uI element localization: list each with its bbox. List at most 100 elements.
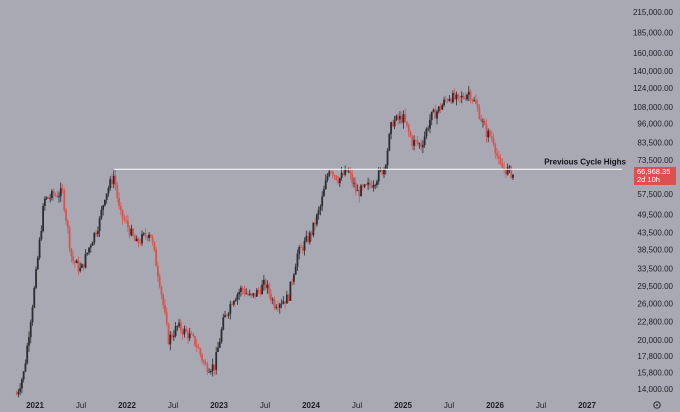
candle-body [452, 93, 454, 103]
candle-body [137, 238, 140, 244]
candle-body [84, 254, 87, 268]
candle-body [296, 253, 299, 267]
candle-body [374, 185, 377, 186]
y-tick-label: 215,000.00 [633, 8, 674, 17]
candle-body [328, 171, 331, 176]
candle-body [446, 99, 449, 101]
candle-body [323, 189, 325, 197]
candle-body [399, 115, 401, 120]
y-tick-label: 33,500.00 [637, 265, 673, 274]
candle-body [391, 122, 394, 127]
candle-body [487, 130, 490, 138]
candle-body [190, 333, 193, 335]
candle-body [59, 188, 62, 197]
candle-body [188, 333, 191, 339]
x-tick-label: Jul [168, 401, 178, 410]
candle-body [125, 220, 128, 221]
candle-body [22, 371, 25, 380]
candle-body [172, 335, 175, 338]
candle-body [271, 299, 274, 301]
candle-body [79, 267, 82, 272]
candle-body [68, 227, 71, 249]
candle-body [277, 307, 279, 309]
candle-body [217, 347, 219, 352]
candle-body [333, 175, 336, 176]
x-tick-label: Jul [444, 401, 454, 410]
candle-body [17, 391, 20, 395]
x-tick-label: Jul [352, 401, 362, 410]
candle-body [26, 345, 29, 364]
candle-body [312, 222, 315, 236]
candle-body [174, 326, 177, 336]
candle-body [259, 290, 262, 295]
candle-body [285, 294, 288, 304]
candle-body [466, 94, 468, 100]
y-tick-label: 26,000.00 [637, 300, 673, 309]
settings-gear-icon[interactable] [653, 401, 661, 409]
candle-body [349, 171, 352, 175]
candle-body [444, 99, 447, 101]
candle-body [393, 119, 396, 127]
candle-body [430, 111, 433, 120]
candle-body [164, 304, 166, 313]
y-tick-label: 49,500.00 [637, 211, 673, 220]
candle-body [121, 209, 124, 219]
y-tick-label: 83,500.00 [637, 139, 673, 148]
candle-body [420, 143, 423, 148]
candle-body [130, 228, 133, 236]
x-tick-label: 2026 [486, 401, 504, 410]
candle-body [238, 291, 241, 295]
candle-body [360, 185, 362, 197]
candle-body [298, 246, 301, 254]
candle-body [453, 93, 456, 100]
candle-body [171, 334, 173, 338]
candle-body [490, 136, 493, 139]
candle-body [206, 364, 209, 372]
candle-body [222, 317, 225, 330]
candle-body [43, 198, 46, 207]
candle-body [310, 232, 313, 236]
candle-body [467, 91, 470, 95]
candle-body [165, 312, 168, 324]
candle-body [331, 171, 334, 176]
candle-body [183, 328, 186, 335]
candle-body [492, 138, 495, 145]
candle-body [448, 98, 451, 101]
candle-body [19, 388, 22, 392]
candle-countdown: 2d 10h [637, 175, 660, 184]
candle-body [240, 287, 242, 292]
candle-body [72, 256, 75, 261]
candle-body [169, 334, 172, 345]
candle-body [273, 299, 276, 309]
candle-body [324, 180, 327, 190]
y-tick-label: 140,000.00 [633, 67, 674, 76]
candle-body [280, 303, 283, 305]
candle-body [236, 294, 239, 300]
x-tick-label: Jul [536, 401, 546, 410]
candle-body [497, 155, 500, 159]
candle-body [504, 169, 507, 175]
current-price-badge-bg [634, 166, 676, 185]
candle-body [372, 185, 375, 188]
candle-body [307, 236, 309, 243]
current-price-badge: 66,968.35 2d 10h [634, 166, 676, 185]
candle-body [330, 171, 332, 173]
candle-body [179, 322, 182, 331]
candle-body [480, 118, 483, 122]
x-tick-label: 2027 [578, 401, 596, 410]
candle-body [439, 106, 442, 110]
candle-body [335, 175, 338, 180]
candle-body [351, 174, 354, 184]
candle-body [77, 260, 80, 272]
candle-body [384, 165, 387, 169]
candle-body [485, 124, 488, 138]
candle-body [199, 348, 202, 355]
candle-body [58, 196, 60, 198]
candle-body [197, 346, 200, 349]
candle-body [278, 304, 281, 308]
candle-body [73, 260, 76, 264]
candle-body [289, 281, 292, 301]
candle-body [282, 301, 285, 304]
candle-body [301, 247, 304, 251]
x-tick-label: 2022 [118, 401, 136, 410]
